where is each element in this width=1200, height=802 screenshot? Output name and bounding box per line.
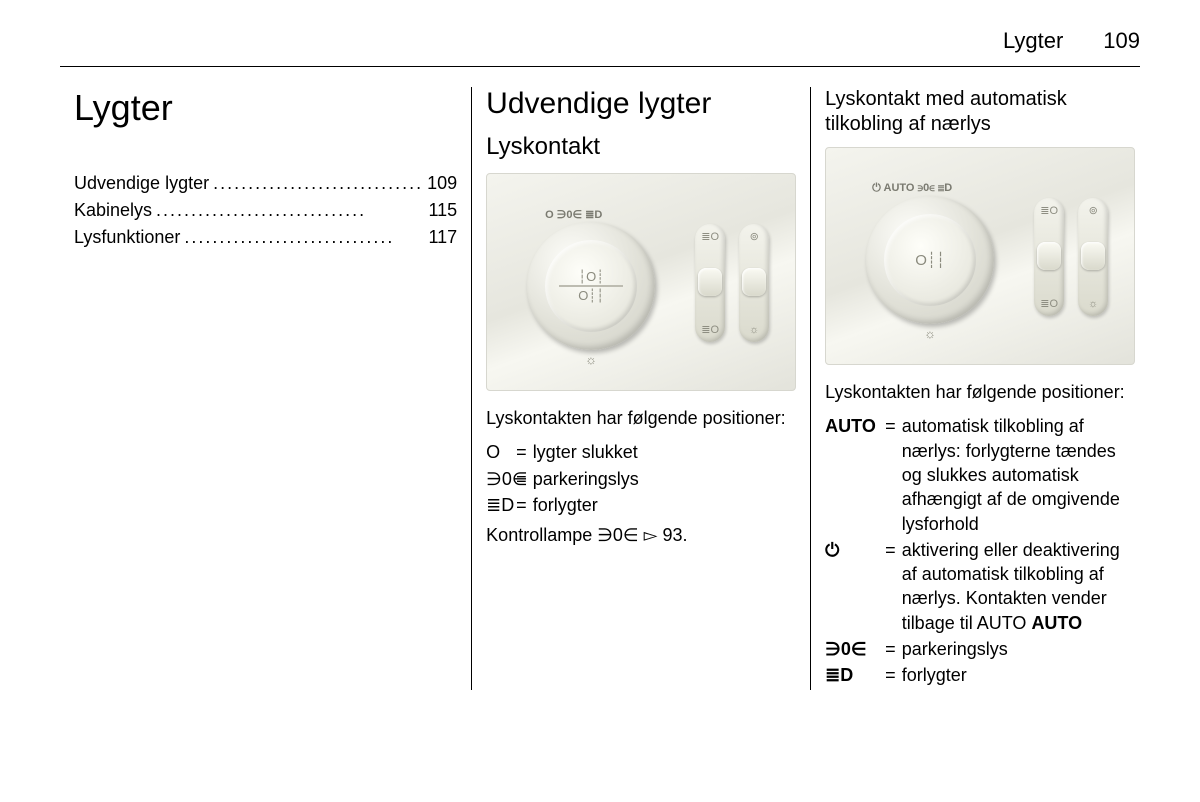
column-3: Lyskontakt med automatisk tilkobling af … [810,87,1149,690]
header-section: Lygter [1003,28,1063,54]
positions-list: AUTO = automatisk tilkobling af nærlys: … [825,414,1135,687]
def-row: ∋0∈ = parkeringslys [486,467,796,491]
toc-label: Kabinelys [74,200,152,221]
dial: O ∋0∈ ≣D ┆O┊ O┊┆ ☼ [527,222,655,350]
def-eq: = [885,663,902,687]
kontrol-arrow: ▻ [639,525,663,545]
header-rule [60,66,1140,67]
def-eq: = [516,440,533,464]
def-eq: = [885,538,902,562]
toc-dots: .............................. [152,200,428,221]
def-row: ⏻ = aktivering eller deaktivering af aut… [825,538,1135,635]
toc: Udvendige lygter .......................… [74,173,457,248]
sun-icon: ☼ [924,327,936,340]
light-switch-illustration: O ∋0∈ ≣D ┆O┊ O┊┆ ☼ ≣O ≣O ⊚ ☼ [486,173,796,391]
column-1: Lygter Udvendige lygter ................… [60,87,471,690]
def-row: ≣D = forlygter [825,663,1135,687]
fog-rear-icon: O┊┆ [915,253,945,268]
auto-bold: AUTO [1031,613,1082,633]
def-eq: = [516,493,533,517]
toc-page: 115 [428,200,457,221]
toc-label: Udvendige lygter [74,173,209,194]
toc-label: Lysfunktioner [74,227,180,248]
sun-icon: ☼ [585,353,597,366]
def-row: AUTO = automatisk tilkobling af nærlys: … [825,414,1135,535]
dial-arc-labels: O ∋0∈ ≣D [545,208,602,221]
positions-list: O = lygter slukket ∋0∈ = parkeringslys ≣… [486,440,796,517]
def-symbol: ∋0∈ [825,637,885,661]
toc-dots: .............................. [209,173,427,194]
control-lamp-ref: Kontrollampe ∋0∈ ▻ 93. [486,525,796,546]
kontrol-symbol: ∋0∈ [597,525,638,545]
chapter-title: Lygter [74,87,457,129]
dial-arc-labels: ⏻ AUTO ∋0∈ ≣D [872,182,952,195]
toc-page: 117 [428,227,457,248]
instrument-light-slider: ⊚ ☼ [1078,198,1108,316]
instrument-light-slider: ⊚ ☼ [739,224,769,342]
toc-page: 109 [427,173,457,194]
def-symbol: ⏻ [825,538,885,562]
def-row: O = lygter slukket [486,440,796,464]
header-page-number: 109 [1103,28,1140,54]
def-text: aktivering eller deaktivering af automat… [902,538,1135,635]
toc-line: Lysfunktioner ..........................… [74,227,457,248]
fog-rear-icon: O┊┆ [578,289,604,302]
positions-intro: Lyskontakten har følgende positioner: [486,407,796,430]
page-header: Lygter 109 [60,28,1140,62]
positions-intro: Lyskontakten har følgende positioner: [825,381,1135,404]
toc-dots: .............................. [180,227,428,248]
sun-icon: ☼ [1078,298,1108,310]
toc-line: Kabinelys ..............................… [74,200,457,221]
def-row: ∋0∈ = parkeringslys [825,637,1135,661]
headlight-level-slider: ≣O ≣O [695,224,725,342]
column-2: Udvendige lygter Lyskontakt O ∋0∈ ≣D ┆O┊… [471,87,810,690]
def-symbol: ∋0∈ [486,467,516,491]
def-eq: = [885,637,902,661]
sun-icon: ☼ [739,324,769,336]
def-text: automatisk tilkobling af nærlys: forlygt… [902,414,1135,535]
toc-line: Udvendige lygter .......................… [74,173,457,194]
def-text: lygter slukket [533,440,796,464]
light-switch-auto-illustration: ⏻ AUTO ∋0∈ ≣D O┊┆ ☼ ≣O ≣O ⊚ ☼ [825,147,1135,365]
def-text: forlygter [902,663,1135,687]
def-eq: = [516,467,533,491]
def-text: parkeringslys [533,467,796,491]
def-symbol: O [486,440,516,464]
def-text: forlygter [533,493,796,517]
def-symbol: ≣D [825,663,885,687]
subsub-title: Lyskontakt med automatisk tilkobling af … [825,87,1135,137]
instrument-icon: ⊚ [1078,204,1108,217]
def-symbol: ≣D [486,493,516,517]
subsection-title: Lyskontakt [486,133,796,161]
dial: ⏻ AUTO ∋0∈ ≣D O┊┆ ☼ [866,196,994,324]
kontrol-page-ref: 93. [662,525,687,545]
instrument-icon: ⊚ [739,230,769,243]
headlight-small-icon: ≣O [695,230,725,243]
headlight-small-icon: ≣O [1034,204,1064,217]
def-eq: = [885,414,902,438]
kontrol-prefix: Kontrollampe [486,525,597,545]
headlight-small-icon: ≣O [1034,297,1064,310]
def-text: parkeringslys [902,637,1135,661]
def-symbol: AUTO [825,414,885,438]
headlight-small-icon: ≣O [695,323,725,336]
def-row: ≣D = forlygter [486,493,796,517]
headlight-level-slider: ≣O ≣O [1034,198,1064,316]
section-title: Udvendige lygter [486,87,796,121]
content-columns: Lygter Udvendige lygter ................… [60,87,1140,690]
fog-front-icon: ┆O┊ [578,270,604,283]
